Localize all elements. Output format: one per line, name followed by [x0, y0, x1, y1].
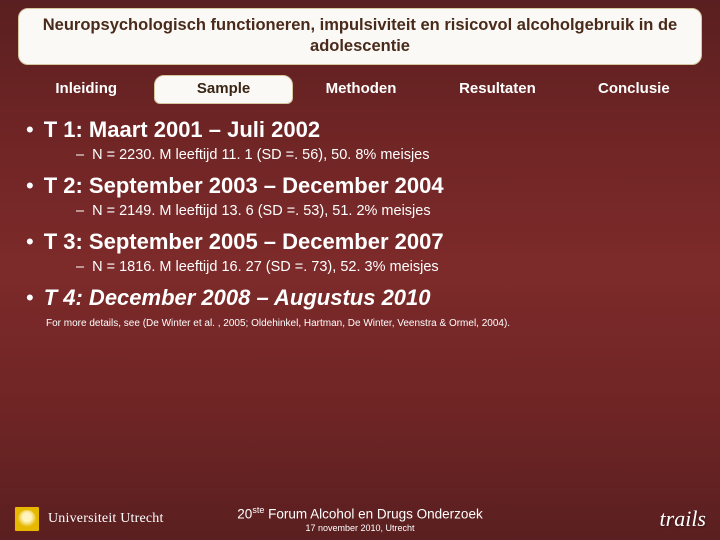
- bullet-heading: T 2: September 2003 – December 2004: [44, 173, 444, 199]
- sub-text: N = 2230. M leeftijd 11. 1 (SD =. 56), 5…: [92, 147, 429, 163]
- footer-center: 20ste Forum Alcohol en Drugs Onderzoek 1…: [237, 505, 482, 534]
- bullet-t3: • T 3: September 2005 – December 2007: [26, 229, 702, 255]
- bullet-t2-sub: – N = 2149. M leeftijd 13. 6 (SD =. 53),…: [76, 203, 702, 219]
- bullet-dot-icon: •: [26, 119, 34, 141]
- forum-date: 17 november 2010, Utrecht: [237, 523, 482, 533]
- tab-conclusie[interactable]: Conclusie: [566, 76, 702, 103]
- university-name: Universiteit Utrecht: [48, 511, 164, 527]
- tab-inleiding[interactable]: Inleiding: [18, 76, 154, 103]
- content-area: • T 1: Maart 2001 – Juli 2002 – N = 2230…: [18, 107, 702, 540]
- footer-left: Universiteit Utrecht: [14, 506, 164, 532]
- forum-rest: Forum Alcohol en Drugs Onderzoek: [264, 506, 482, 521]
- footer-right-logo: trails: [660, 506, 706, 532]
- dash-icon: –: [76, 203, 84, 219]
- bullet-t1: • T 1: Maart 2001 – Juli 2002: [26, 117, 702, 143]
- sub-text: N = 2149. M leeftijd 13. 6 (SD =. 53), 5…: [92, 203, 431, 219]
- tab-sample[interactable]: Sample: [154, 75, 292, 104]
- tab-methoden[interactable]: Methoden: [293, 76, 429, 103]
- bullet-heading: T 3: September 2005 – December 2007: [44, 229, 444, 255]
- bullet-heading: T 4: December 2008 – Augustus 2010: [44, 285, 431, 311]
- bullet-heading: T 1: Maart 2001 – Juli 2002: [44, 117, 320, 143]
- bullet-t4: • T 4: December 2008 – Augustus 2010: [26, 285, 702, 311]
- forum-sup: ste: [252, 505, 264, 515]
- sub-text: N = 1816. M leeftijd 16. 27 (SD =. 73), …: [92, 259, 439, 275]
- footer: Universiteit Utrecht 20ste Forum Alcohol…: [0, 506, 720, 532]
- bullet-t3-sub: – N = 1816. M leeftijd 16. 27 (SD =. 73)…: [76, 259, 702, 275]
- slide: Neuropsychologisch functioneren, impulsi…: [0, 0, 720, 540]
- footnote: For more details, see (De Winter et al. …: [46, 317, 674, 331]
- slide-title: Neuropsychologisch functioneren, impulsi…: [18, 8, 702, 65]
- bullet-dot-icon: •: [26, 231, 34, 253]
- bullet-t1-sub: – N = 2230. M leeftijd 11. 1 (SD =. 56),…: [76, 147, 702, 163]
- university-crest-icon: [14, 506, 40, 532]
- bullet-dot-icon: •: [26, 175, 34, 197]
- dash-icon: –: [76, 259, 84, 275]
- tab-bar: Inleiding Sample Methoden Resultaten Con…: [18, 75, 702, 103]
- tab-resultaten[interactable]: Resultaten: [429, 76, 565, 103]
- bullet-dot-icon: •: [26, 287, 34, 309]
- bullet-t2: • T 2: September 2003 – December 2004: [26, 173, 702, 199]
- forum-prefix: 20: [237, 506, 252, 521]
- dash-icon: –: [76, 147, 84, 163]
